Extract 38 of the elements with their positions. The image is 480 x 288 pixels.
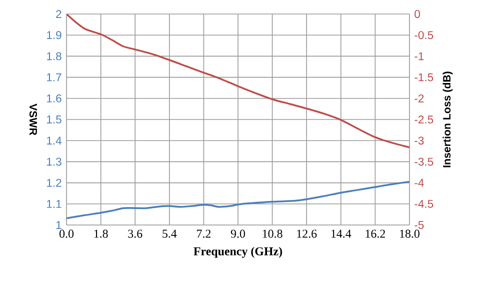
y-tick-label: 1.8	[47, 52, 62, 60]
x-tick-label: 16.2	[366, 230, 385, 238]
y2-tick-label: -0.5	[414, 31, 434, 40]
y-axis-title: VSWR	[30, 104, 38, 136]
x-tick-label: 9.0	[230, 230, 246, 238]
y-tick-label: 1.5	[47, 116, 62, 124]
y-tick-label: 1.7	[47, 73, 62, 82]
y-tick-label: 1.2	[47, 178, 62, 187]
line-series	[66, 14, 410, 148]
x-tick-label: 18.0	[400, 230, 420, 238]
y2-tick-label: -1	[414, 52, 424, 60]
y2-tick-label: -5	[414, 221, 424, 229]
x-tick-label: 12.6	[297, 230, 317, 238]
y-tick-label: 1.3	[47, 158, 62, 166]
x-tick-label: 5.4	[162, 230, 177, 238]
y-tick-label: 1.4	[47, 136, 62, 144]
y2-axis-title: Insertion Loss (dB)	[442, 72, 453, 168]
y2-tick-label: -1.5	[414, 73, 434, 82]
y2-tick-label: -4.5	[414, 200, 434, 208]
line-series	[66, 180, 410, 220]
x-tick-label: 0.0	[60, 230, 74, 238]
x-tick-label: 7.2	[197, 230, 211, 238]
y-tick-label: 1.1	[47, 200, 62, 208]
y2-tick-label: -2.5	[414, 116, 434, 124]
x-tick-label: 10.8	[262, 230, 282, 238]
y-tick-label: 1	[56, 221, 62, 229]
y2-tick-label: -3.5	[414, 158, 434, 166]
x-axis-title: Frequency (GHz)	[194, 246, 282, 258]
y2-tick-label: -2	[414, 94, 424, 102]
y2-tick-label: -3	[414, 136, 424, 145]
y2-tick-label: 0	[414, 10, 420, 18]
y-tick-label: 1.9	[47, 31, 62, 40]
x-tick-label: 3.6	[128, 230, 142, 238]
x-tick-label: 1.8	[94, 230, 108, 238]
y-tick-label: 2	[56, 10, 62, 18]
y2-tick-label: -4	[414, 178, 424, 187]
y-tick-label: 1.6	[47, 94, 62, 102]
x-tick-label: 14.4	[331, 230, 352, 238]
